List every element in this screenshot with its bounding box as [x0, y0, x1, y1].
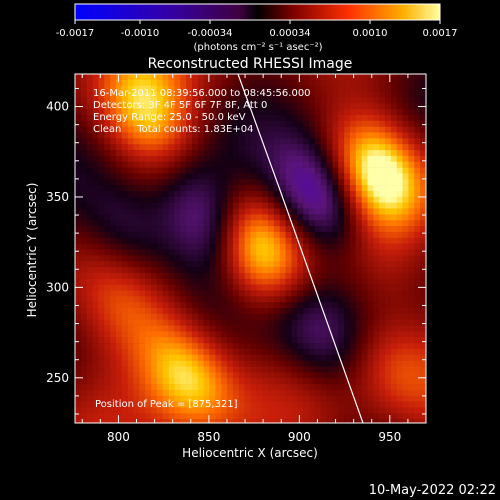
x-axis-label: Heliocentric X (arcsec) — [182, 446, 318, 460]
y-tick-label: 300 — [46, 280, 69, 294]
axis-ticks: 800 850 900 950 250 300 350 400 — [46, 74, 427, 444]
peak-position-label: Position of Peak = [875,321] — [95, 399, 238, 410]
colorbar-tick-label: -0.00034 — [188, 28, 233, 39]
y-tick-label: 250 — [46, 371, 69, 385]
colorbar — [75, 4, 440, 20]
colorbar-units: (photons cm⁻² s⁻¹ asec⁻²) — [193, 42, 322, 53]
rhessi-map — [75, 74, 426, 423]
y-axis-label: Heliocentric Y (arcsec) — [25, 183, 39, 318]
colorbar-ticks: -0.0017 -0.0010 -0.00034 0.00034 0.0010 0.001… — [56, 20, 458, 39]
solar-limb-line — [237, 74, 364, 423]
x-tick-label: 800 — [107, 430, 130, 444]
plot-frame — [74, 73, 427, 424]
y-tick-label: 350 — [46, 190, 69, 204]
y-tick-label: 400 — [46, 100, 69, 114]
timestamp: 10-May-2022 02:22 — [369, 483, 496, 498]
colorbar-tick-label: 0.0010 — [353, 28, 388, 39]
colorbar-tick-label: 0.0017 — [423, 28, 458, 39]
image-title: Reconstructed RHESSI Image — [148, 56, 353, 72]
info-block: 16-Mar-2011 08:39:56.000 to 08:45:56.000… — [93, 88, 311, 135]
x-tick-label: 900 — [288, 430, 311, 444]
info-time-range: 16-Mar-2011 08:39:56.000 to 08:45:56.000 — [93, 88, 311, 99]
info-detectors: Detectors: 3F 4F 5F 6F 7F 8F, Att 0 — [93, 100, 267, 111]
x-tick-label: 950 — [378, 430, 401, 444]
x-tick-label: 850 — [197, 430, 220, 444]
colorbar-tick-label: -0.0010 — [121, 28, 160, 39]
info-energy-range: Energy Range: 25.0 - 50.0 keV — [93, 112, 246, 123]
colorbar-tick-label: 0.00034 — [269, 28, 310, 39]
info-clean-counts: Clean Total counts: 1.83E+04 — [93, 124, 253, 135]
colorbar-tick-label: -0.0017 — [56, 28, 95, 39]
